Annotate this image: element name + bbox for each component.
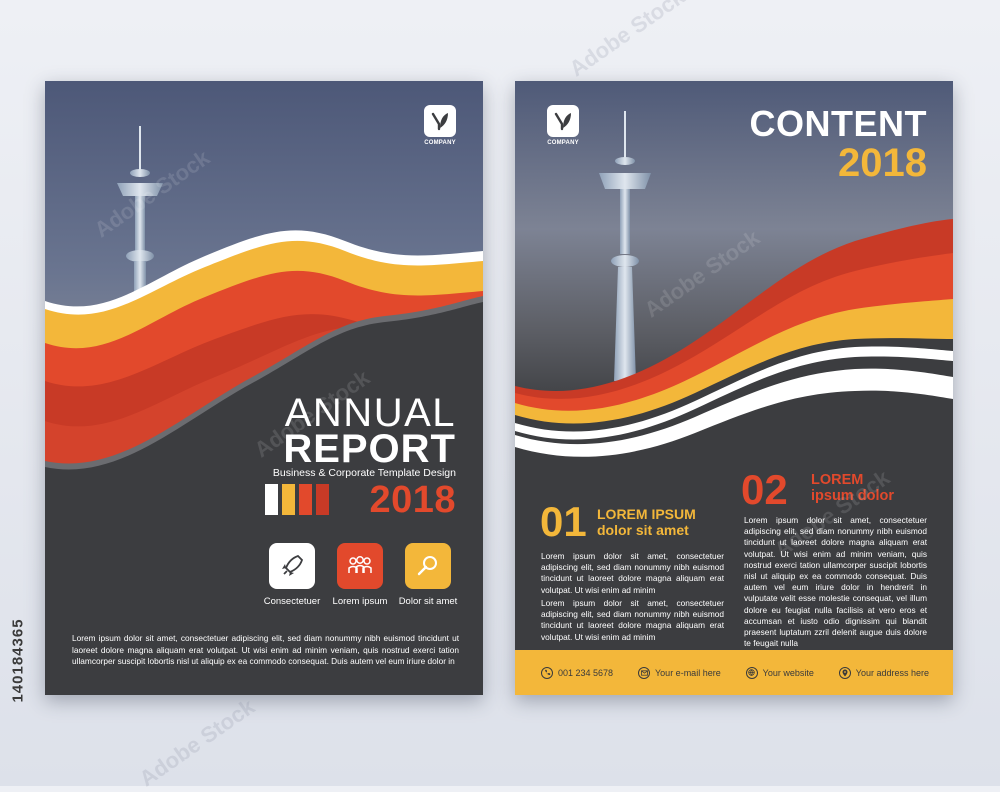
tower-illustration bbox=[599, 111, 651, 381]
footer-text: 001 234 5678 bbox=[558, 667, 614, 678]
section-number: 01 bbox=[540, 498, 587, 545]
phone-icon bbox=[541, 666, 553, 679]
bar-white bbox=[265, 484, 278, 515]
section-paragraph: Lorem ipsum dolor sit amet, consectetuer… bbox=[541, 551, 724, 595]
globe-icon bbox=[745, 666, 758, 679]
bar-dark-red bbox=[316, 484, 329, 515]
footer-address: Your address here bbox=[838, 666, 929, 679]
footer-text: Your address here bbox=[855, 667, 929, 678]
section-heading-line: LOREM IPSUM bbox=[597, 506, 696, 522]
email-icon bbox=[638, 666, 650, 679]
footer-text: Your e-mail here bbox=[655, 667, 721, 678]
feature-label: Consectetuer bbox=[263, 596, 321, 607]
stock-credit: 140184365 bbox=[6, 560, 30, 760]
subtitle: Business & Corporate Template Design bbox=[272, 467, 456, 479]
location-icon bbox=[838, 666, 851, 679]
team-icon bbox=[337, 543, 383, 589]
section-heading-line: dolor sit amet bbox=[597, 522, 689, 538]
rocket-icon bbox=[269, 543, 315, 589]
color-bars bbox=[265, 484, 329, 515]
feature-label: Lorem ipsum bbox=[332, 596, 388, 607]
content-page: COMPANY CONTENT 2018 01 LOREM IPSUM dolo… bbox=[515, 81, 953, 695]
body-text: Lorem ipsum dolor sit amet, consectetuer… bbox=[72, 633, 459, 666]
leaf-icon bbox=[554, 112, 571, 131]
stock-credit-text: 140184365 bbox=[9, 617, 27, 703]
section-heading-line: ipsum dolor bbox=[811, 488, 894, 504]
logo-mark bbox=[424, 105, 456, 137]
annual-report-cover: COMPANY ANNUAL REPORT Business & Corpora… bbox=[45, 81, 483, 695]
logo-text: COMPANY bbox=[424, 140, 456, 146]
leaf-icon bbox=[431, 112, 448, 131]
footer-text: Your website bbox=[762, 667, 814, 678]
section-heading: LOREM IPSUM dolor sit amet bbox=[597, 506, 696, 538]
contact-footer: 001 234 5678 Your e-mail here Your websi… bbox=[515, 650, 953, 695]
content-title: CONTENT bbox=[749, 103, 927, 144]
watermark: Adobe Stock bbox=[134, 693, 260, 792]
logo-text: COMPANY bbox=[547, 140, 579, 146]
footer-phone: 001 234 5678 bbox=[541, 666, 614, 679]
section-heading-line: LOREM bbox=[811, 472, 864, 488]
year-label: 2018 bbox=[838, 141, 927, 185]
watermark: Adobe Stock bbox=[564, 0, 690, 82]
feature-item: Consectetuer bbox=[247, 543, 337, 607]
title-report: REPORT bbox=[283, 427, 456, 471]
year-label: 2018 bbox=[369, 479, 456, 521]
tower-illustration bbox=[117, 126, 163, 341]
content-background-art bbox=[515, 81, 953, 695]
bar-orange bbox=[282, 484, 295, 515]
bar-red bbox=[299, 484, 312, 515]
logo-mark bbox=[547, 105, 579, 137]
footer-website: Your website bbox=[745, 666, 814, 679]
feature-label: Dolor sit amet bbox=[398, 596, 458, 607]
feature-item: Dolor sit amet bbox=[383, 543, 473, 607]
title-annual: ANNUAL bbox=[284, 391, 456, 435]
section-paragraph: Lorem ipsum dolor sit amet, consectetuer… bbox=[744, 515, 927, 649]
section-paragraph: Lorem ipsum dolor sit amet, consectetuer… bbox=[541, 598, 724, 642]
company-logo: COMPANY bbox=[541, 105, 585, 146]
footer-email: Your e-mail here bbox=[638, 666, 721, 679]
section-number: 02 bbox=[741, 466, 788, 513]
company-logo: COMPANY bbox=[418, 105, 462, 146]
feature-item: Lorem ipsum bbox=[315, 543, 405, 607]
magnifier-icon bbox=[405, 543, 451, 589]
section-heading: LOREM ipsum dolor bbox=[811, 472, 894, 504]
